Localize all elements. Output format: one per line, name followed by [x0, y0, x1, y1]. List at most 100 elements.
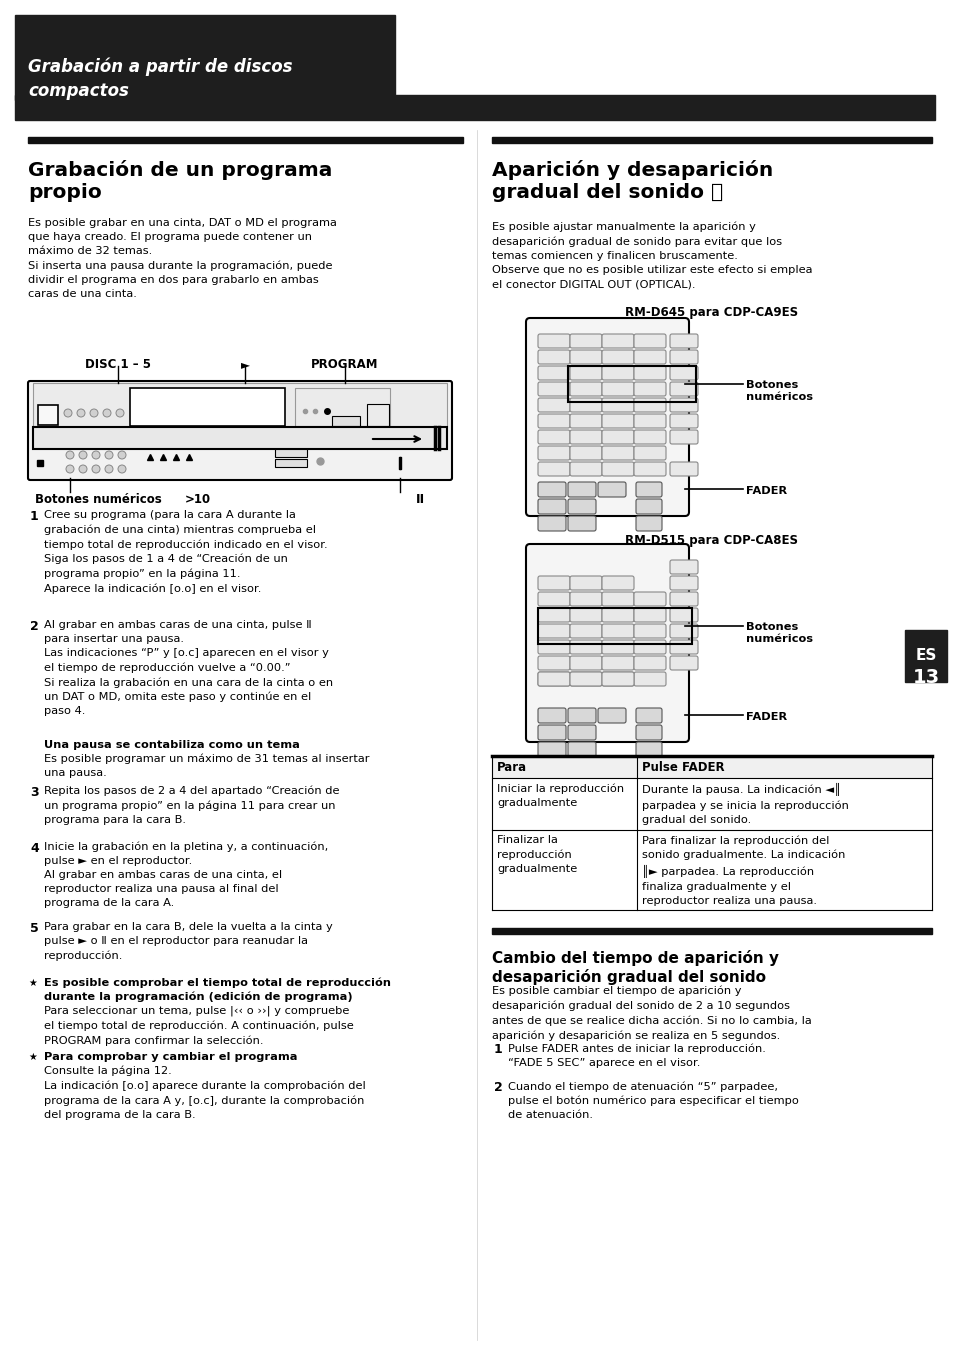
FancyBboxPatch shape — [601, 382, 634, 396]
FancyBboxPatch shape — [537, 671, 569, 686]
FancyBboxPatch shape — [634, 382, 665, 396]
FancyBboxPatch shape — [537, 657, 569, 670]
Bar — [15, 95, 934, 120]
Text: Aparición y desaparición
gradual del sonido ⓘ: Aparición y desaparición gradual del son… — [492, 159, 773, 203]
FancyBboxPatch shape — [537, 430, 569, 444]
Bar — [33, 382, 447, 427]
FancyBboxPatch shape — [669, 657, 698, 670]
Bar — [274, 459, 307, 467]
FancyBboxPatch shape — [537, 462, 569, 476]
FancyBboxPatch shape — [569, 640, 601, 654]
Bar — [537, 608, 691, 644]
FancyBboxPatch shape — [598, 482, 625, 497]
FancyBboxPatch shape — [537, 446, 569, 459]
FancyBboxPatch shape — [537, 671, 569, 686]
Circle shape — [91, 465, 100, 473]
Bar — [492, 136, 931, 143]
Circle shape — [66, 451, 74, 459]
FancyBboxPatch shape — [669, 640, 698, 654]
Text: Para grabar en la cara B, dele la vuelta a la cinta y
pulse ► o Ⅱ en el reproduc: Para grabar en la cara B, dele la vuelta… — [44, 921, 333, 961]
FancyBboxPatch shape — [634, 350, 665, 363]
Text: Finalizar la
reproducción
gradualmente: Finalizar la reproducción gradualmente — [497, 835, 577, 874]
FancyBboxPatch shape — [601, 430, 634, 444]
FancyBboxPatch shape — [567, 708, 596, 723]
FancyBboxPatch shape — [601, 334, 634, 349]
FancyBboxPatch shape — [601, 640, 634, 654]
FancyBboxPatch shape — [598, 708, 625, 723]
FancyBboxPatch shape — [567, 499, 596, 513]
Text: 2: 2 — [30, 620, 39, 634]
Text: Es posible grabar en una cinta, DAT o MD el programa
que haya creado. El program: Es posible grabar en una cinta, DAT o MD… — [28, 218, 336, 299]
FancyBboxPatch shape — [537, 624, 569, 638]
FancyBboxPatch shape — [537, 576, 569, 590]
FancyBboxPatch shape — [569, 462, 601, 476]
Text: Pulse FADER: Pulse FADER — [641, 761, 724, 774]
FancyBboxPatch shape — [669, 399, 698, 412]
Text: 13: 13 — [911, 667, 939, 688]
Text: >10: >10 — [185, 493, 211, 507]
FancyBboxPatch shape — [569, 382, 601, 396]
FancyBboxPatch shape — [601, 671, 634, 686]
Text: Para seleccionar un tema, pulse |‹‹ o ››| y compruebe
el tiempo total de reprodu: Para seleccionar un tema, pulse |‹‹ o ››… — [44, 1006, 354, 1046]
FancyBboxPatch shape — [634, 366, 665, 380]
FancyBboxPatch shape — [636, 725, 661, 740]
Text: Grabación de un programa
propio: Grabación de un programa propio — [28, 159, 332, 203]
FancyBboxPatch shape — [567, 516, 596, 531]
FancyBboxPatch shape — [567, 725, 596, 740]
FancyBboxPatch shape — [525, 544, 688, 742]
FancyBboxPatch shape — [636, 516, 661, 531]
Circle shape — [77, 409, 85, 417]
FancyBboxPatch shape — [634, 624, 665, 638]
FancyBboxPatch shape — [634, 446, 665, 459]
FancyBboxPatch shape — [569, 671, 601, 686]
FancyBboxPatch shape — [634, 430, 665, 444]
FancyBboxPatch shape — [537, 350, 569, 363]
Text: Consulte la página 12.
La indicación [o.o] aparece durante la comprobación del
p: Consulte la página 12. La indicación [o.… — [44, 1066, 365, 1120]
Text: Inicie la grabación en la pletina y, a continuación,
pulse ► en el reproductor.
: Inicie la grabación en la pletina y, a c… — [44, 842, 328, 908]
FancyBboxPatch shape — [636, 499, 661, 513]
Bar — [38, 405, 58, 426]
Text: ES: ES — [914, 648, 936, 663]
Circle shape — [103, 409, 111, 417]
FancyBboxPatch shape — [537, 413, 569, 428]
Text: Al grabar en ambas caras de una cinta, pulse Ⅱ
para insertar una pausa.
Las indi: Al grabar en ambas caras de una cinta, p… — [44, 620, 333, 716]
FancyBboxPatch shape — [537, 592, 569, 607]
Text: Para comprobar y cambiar el programa: Para comprobar y cambiar el programa — [44, 1052, 297, 1062]
Text: Es posible ajustar manualmente la aparición y
desaparición gradual de sonido par: Es posible ajustar manualmente la aparic… — [492, 222, 812, 289]
FancyBboxPatch shape — [569, 399, 601, 412]
Text: Cambio del tiempo de aparición y
desaparición gradual del sonido: Cambio del tiempo de aparición y desapar… — [492, 950, 779, 985]
FancyBboxPatch shape — [567, 742, 596, 757]
Text: Repita los pasos de 2 a 4 del apartado “Creación de
un programa propio” en la pá: Repita los pasos de 2 a 4 del apartado “… — [44, 786, 339, 825]
Text: FADER: FADER — [745, 712, 786, 721]
FancyBboxPatch shape — [569, 366, 601, 380]
Bar — [130, 388, 285, 426]
Text: RM-D645 para CDP-CA9ES: RM-D645 para CDP-CA9ES — [625, 305, 798, 319]
FancyBboxPatch shape — [669, 430, 698, 444]
Text: Para: Para — [497, 761, 527, 774]
FancyBboxPatch shape — [636, 708, 661, 723]
Circle shape — [118, 465, 126, 473]
Circle shape — [66, 465, 74, 473]
Bar — [294, 388, 390, 426]
FancyBboxPatch shape — [537, 399, 569, 412]
Circle shape — [116, 409, 124, 417]
FancyBboxPatch shape — [669, 576, 698, 590]
Text: Grabación a partir de discos
compactos: Grabación a partir de discos compactos — [28, 58, 293, 100]
FancyBboxPatch shape — [669, 382, 698, 396]
FancyBboxPatch shape — [669, 413, 698, 428]
FancyBboxPatch shape — [28, 381, 452, 480]
Text: Botones
numéricos: Botones numéricos — [745, 380, 812, 403]
FancyBboxPatch shape — [669, 366, 698, 380]
FancyBboxPatch shape — [569, 657, 601, 670]
FancyBboxPatch shape — [601, 462, 634, 476]
Text: Ⅱ: Ⅱ — [416, 493, 424, 507]
FancyBboxPatch shape — [601, 366, 634, 380]
FancyBboxPatch shape — [634, 608, 665, 621]
Text: Es posible programar un máximo de 31 temas al insertar
una pausa.: Es posible programar un máximo de 31 tem… — [44, 754, 369, 778]
Text: ★: ★ — [28, 1052, 37, 1062]
Bar — [904, 630, 946, 682]
FancyBboxPatch shape — [601, 657, 634, 670]
FancyBboxPatch shape — [636, 742, 661, 757]
FancyBboxPatch shape — [537, 640, 569, 654]
FancyBboxPatch shape — [601, 592, 634, 607]
